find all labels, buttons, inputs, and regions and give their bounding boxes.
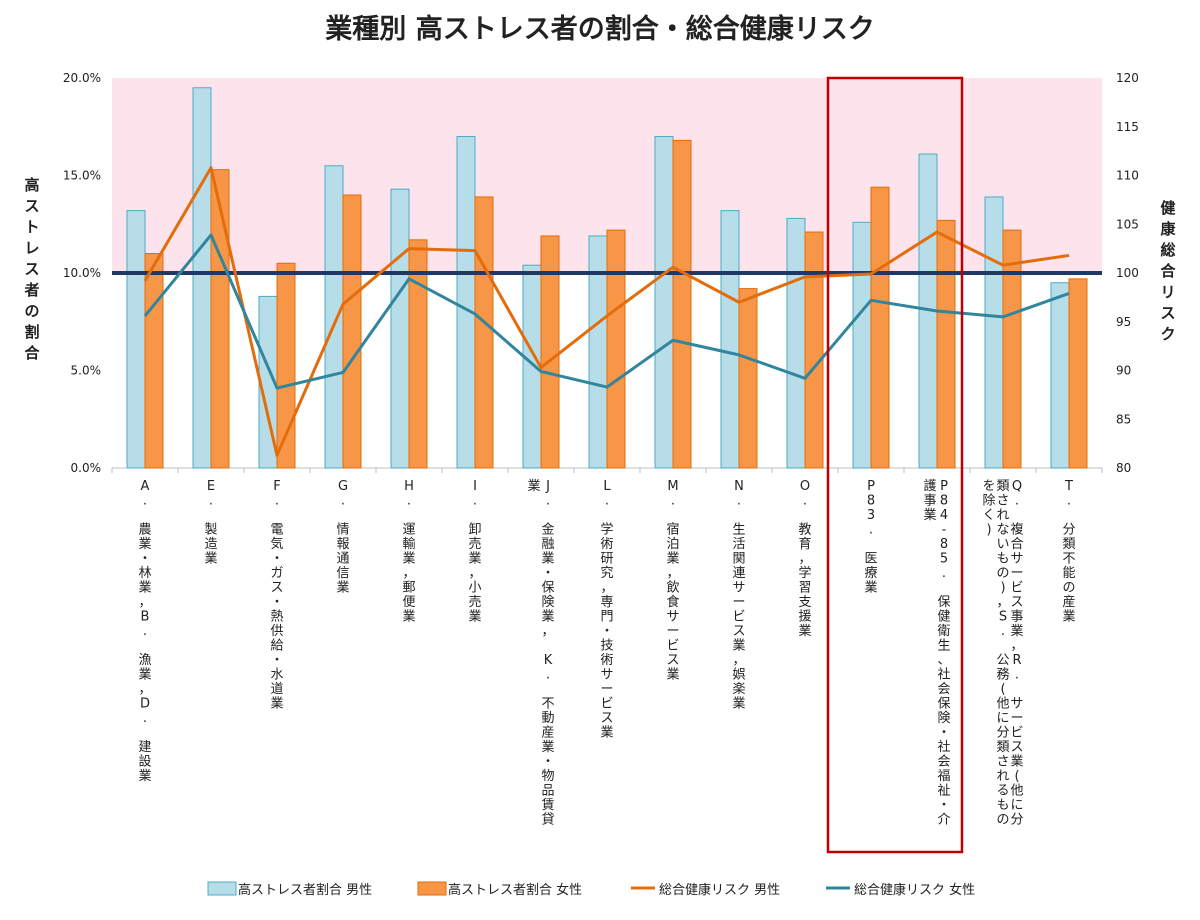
highlight-box (826, 76, 964, 854)
y2-tick-label: 85 (1116, 412, 1131, 426)
category-label: H. 運輸業，郵便業 (402, 479, 415, 625)
bar-male (390, 188, 410, 469)
bar-female (870, 186, 890, 469)
y2-tick-label: 90 (1116, 364, 1131, 378)
bar-female (672, 139, 692, 469)
y2-tick-label: 120 (1116, 71, 1139, 85)
legend-swatch (417, 881, 447, 896)
category-label: P 8 4 -8 5. 保健衛生、社会保険・社会福祉・介護事業 (923, 478, 950, 828)
legend: 高ストレス者割合 男性 高ストレス者割合 女性 総合健康リスク 男性 総合健康リスク … (207, 881, 975, 898)
legend-label: 総合健康リスク 女性 (854, 882, 975, 898)
category-label: Q. 複合サービス事業， R. サービス業(他に分類されないもの)， S. 公務(他… (982, 479, 1023, 828)
bar-female (276, 262, 296, 469)
bar-female (144, 253, 164, 469)
category-label: N. 生活関連サービス業，娯楽業 (732, 479, 745, 712)
right-axis-ticks: 80 85 90 95 100 105 110 115 120 (1116, 71, 1139, 475)
bar-male (654, 136, 674, 469)
category-label: I. 卸売業，小売業 (468, 479, 481, 625)
bar-male (126, 210, 146, 469)
category-label: M. 宿泊業，飲食サービス業 (666, 479, 679, 683)
bar-female (408, 239, 428, 469)
bar-female (474, 196, 494, 469)
category-label: O. 教育，学習支援業 (798, 479, 811, 639)
left-axis-ticks: 0.0% 5.0% 10.0% 15.0% 20.0% (63, 71, 101, 475)
y-tick-label: 15.0% (63, 169, 101, 183)
bar-female (738, 288, 758, 469)
bar-male (720, 210, 740, 469)
bar-male (984, 196, 1004, 469)
y2-tick-label: 95 (1116, 315, 1131, 329)
bar-female (936, 219, 956, 469)
highlight-rect (826, 76, 964, 854)
bar-female (1002, 229, 1022, 469)
bar-male (588, 235, 608, 469)
bar-female (804, 231, 824, 469)
bar-male (456, 136, 476, 469)
bar-male (324, 165, 344, 469)
legend-label: 高ストレス者割合 男性 (238, 882, 372, 898)
y-tick-label: 5.0% (71, 364, 102, 378)
y-axis-title: 高ストレス者の割合 (23, 176, 40, 362)
y2-tick-label: 100 (1116, 266, 1139, 280)
bar-female (540, 235, 560, 469)
bar-male (192, 87, 212, 469)
y-tick-label: 10.0% (63, 266, 101, 280)
y2-tick-label: 105 (1116, 217, 1139, 231)
bar-female (210, 169, 230, 469)
bar-female (606, 229, 626, 469)
bar-male (786, 217, 806, 469)
y-tick-label: 0.0% (71, 461, 102, 475)
category-label: E. 製造業 (204, 479, 217, 567)
category-labels: A. 農業・林業， B. 漁業， D. 建設業 E. 製造業 F. 電気・ガス・熱供給・… (138, 478, 1075, 828)
legend-swatch (207, 881, 237, 896)
bar-male (1050, 282, 1070, 469)
legend-label: 高ストレス者割合 女性 (448, 882, 582, 898)
y2-tick-label: 80 (1116, 461, 1131, 475)
line-female-risk (143, 233, 1070, 390)
category-label: L. 学術研究，専門・技術サービス業 (600, 479, 613, 741)
category-label: T. 分類不能の産業 (1062, 479, 1075, 625)
y2-axis-title: 健康総合リスク (1159, 199, 1176, 343)
category-label: A. 農業・林業， B. 漁業， D. 建設業 (138, 479, 151, 784)
y2-tick-label: 110 (1116, 169, 1139, 183)
chart-title: 業種別 高ストレス者の割合・総合健康リスク (325, 13, 874, 45)
line-male-risk (143, 166, 1070, 457)
category-label: F. 電気・ガス・熱供給・水道業 (270, 479, 283, 712)
lines (112, 166, 1102, 457)
y-axis-label: 高ストレス者の割合 (23, 176, 40, 362)
y2-axis-label: 健康総合リスク (1159, 199, 1176, 343)
y2-tick-label: 115 (1116, 120, 1139, 134)
legend-label: 総合健康リスク 男性 (659, 882, 780, 898)
bar-male (852, 221, 872, 469)
bar-female (342, 194, 362, 469)
bar-male (522, 264, 542, 469)
y-tick-label: 20.0% (63, 71, 101, 85)
category-label: J. 金融業・保険業， K. 不動産業・物品賃貸業 (527, 478, 554, 828)
bar-female (1068, 278, 1088, 469)
category-label: G. 情報通信業 (336, 479, 349, 596)
